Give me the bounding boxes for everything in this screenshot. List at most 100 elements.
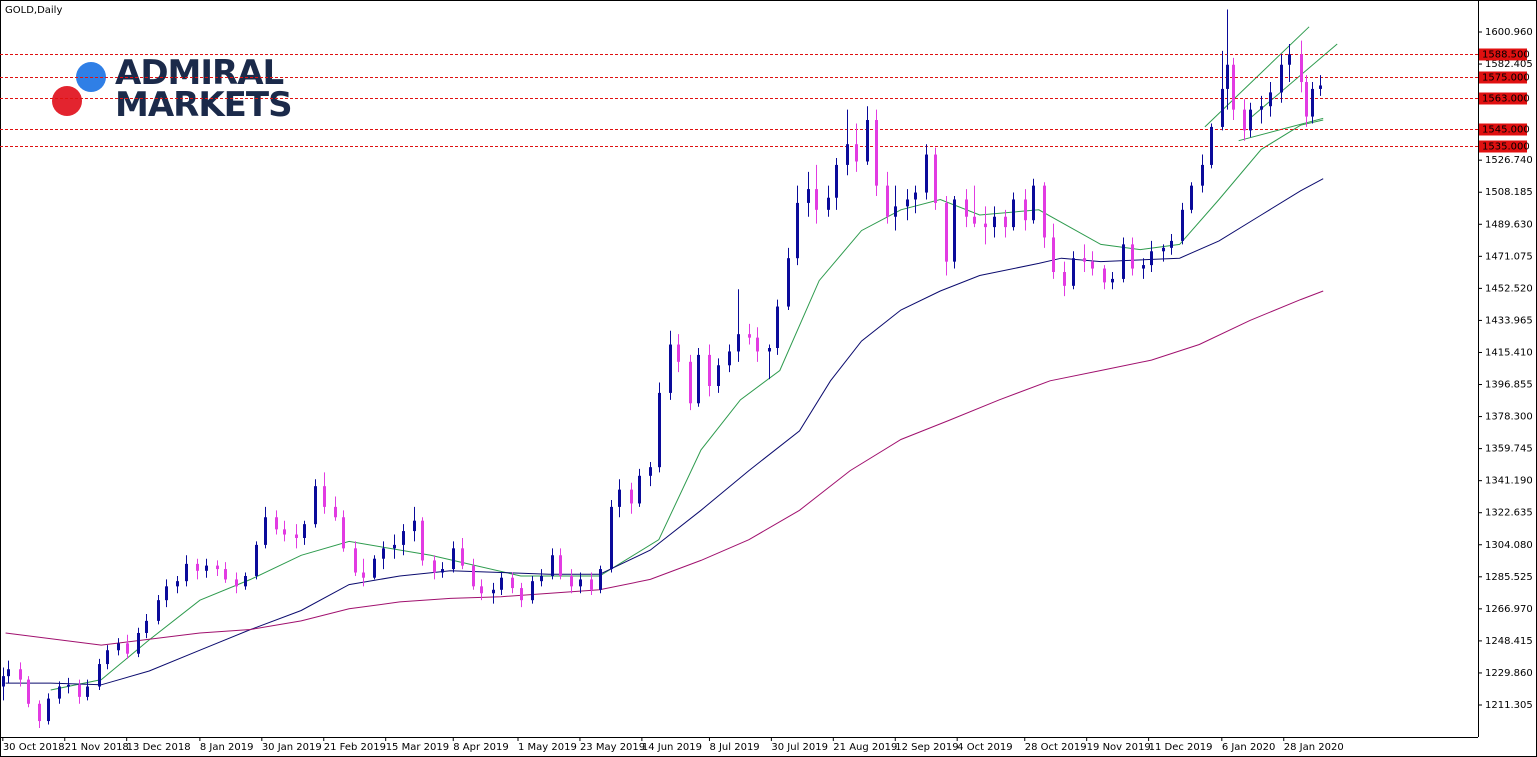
moving-average	[5, 178, 1324, 686]
y-tick-label: 1341.190	[1485, 476, 1533, 487]
candle-body	[1311, 88, 1314, 117]
candle-body	[934, 154, 937, 203]
candle-body	[1111, 278, 1114, 283]
candle-body	[1232, 64, 1235, 110]
candle-body	[1190, 185, 1193, 210]
candle-body	[19, 669, 22, 680]
level-label-box	[1479, 123, 1527, 136]
candle-body	[98, 664, 101, 687]
logo-text: MARKETS	[115, 85, 292, 125]
candle-body	[461, 548, 464, 566]
candle-body	[776, 306, 779, 348]
candle-body	[807, 189, 810, 203]
candle-body	[599, 569, 602, 590]
candle-body	[7, 669, 10, 677]
x-tick-label: 8 Jan 2019	[200, 742, 254, 753]
candle-body	[1024, 199, 1027, 221]
candle-body	[1280, 64, 1283, 93]
candle-body	[185, 563, 188, 582]
level-label-box	[1479, 71, 1527, 84]
candle-body	[649, 467, 652, 476]
candle-body	[492, 589, 495, 594]
candle-body	[531, 581, 534, 601]
candle-body	[953, 199, 956, 262]
candle-body	[1131, 244, 1134, 269]
candle-body	[618, 489, 621, 507]
candle-body	[835, 164, 838, 198]
candle-body	[1052, 237, 1055, 273]
x-tick-label: 14 Jun 2019	[642, 742, 702, 753]
trendline	[1249, 43, 1338, 119]
candle-body	[106, 650, 109, 665]
candle-body	[264, 517, 267, 545]
candle-body	[796, 202, 799, 259]
candle-body	[244, 575, 247, 587]
x-tick-label: 21 Nov 2018	[65, 742, 129, 753]
y-tick-label: 1396.855	[1485, 380, 1533, 391]
candle-body	[314, 486, 317, 525]
candle-body	[78, 684, 81, 697]
candle-body	[787, 258, 790, 307]
x-tick-label: 12 Sep 2019	[895, 742, 958, 753]
level-label: 1535.000	[1482, 142, 1530, 153]
y-tick-label: 1378.300	[1485, 412, 1533, 423]
candle-body	[303, 524, 306, 538]
candle-body	[235, 579, 238, 587]
x-tick-label: 8 Jul 2019	[709, 742, 759, 753]
candle-body	[205, 565, 208, 571]
candle-body	[697, 354, 700, 404]
logo: ADMIRAL MARKETS	[52, 53, 293, 125]
candle-body	[1043, 185, 1046, 238]
candle-body	[86, 686, 89, 697]
candle-body	[708, 354, 711, 386]
candle-body	[630, 489, 633, 504]
candle-body	[1091, 261, 1094, 269]
candle-body	[1122, 244, 1125, 279]
y-tick-label: 1489.630	[1485, 219, 1533, 230]
candle-body	[421, 520, 424, 561]
candle-body	[117, 643, 120, 651]
y-tick-label: 1452.520	[1485, 283, 1533, 294]
candle-body	[1243, 109, 1246, 131]
level-label: 1588.500	[1482, 50, 1530, 61]
x-tick-label: 4 Oct 2019	[957, 742, 1012, 753]
candle-body	[846, 144, 849, 165]
candle-body	[610, 506, 613, 570]
candle-body	[1072, 258, 1075, 286]
candle-body	[295, 534, 298, 538]
x-tick-label: 15 Mar 2019	[386, 742, 449, 753]
candle-body	[1103, 268, 1106, 283]
candle-body	[283, 529, 286, 535]
candle-body	[748, 334, 751, 338]
candle-body	[1162, 247, 1165, 252]
candle-body	[1300, 54, 1303, 83]
candle-body	[1201, 164, 1204, 186]
candle-body	[866, 120, 869, 162]
candle-body	[323, 486, 326, 507]
candle-body	[559, 555, 562, 576]
candle-body	[1004, 216, 1007, 228]
y-tick-label: 1359.745	[1485, 444, 1533, 455]
candle-body	[137, 632, 140, 654]
x-tick-label: 23 May 2019	[580, 742, 645, 753]
moving-average	[5, 290, 1324, 646]
y-tick-label: 1471.075	[1485, 251, 1533, 262]
candle-body	[362, 572, 365, 578]
y-tick-label: 1433.965	[1485, 315, 1533, 326]
candle-body	[145, 620, 148, 633]
level-label: 1563.000	[1482, 94, 1530, 105]
candle-body	[224, 569, 227, 580]
y-tick-label: 1304.080	[1485, 540, 1533, 551]
candle-body	[1288, 54, 1291, 65]
x-tick-label: 6 Jan 2020	[1222, 742, 1276, 753]
candle-body	[894, 206, 897, 217]
candle-body	[1150, 251, 1153, 266]
candle-body	[1221, 88, 1224, 127]
y-tick-label: 1266.970	[1485, 604, 1533, 615]
level-label-box	[1479, 48, 1527, 61]
candle-body	[875, 120, 878, 186]
x-tick-label: 28 Jan 2020	[1284, 742, 1344, 753]
y-tick-label: 1248.415	[1485, 636, 1533, 647]
candle-body	[433, 560, 436, 573]
